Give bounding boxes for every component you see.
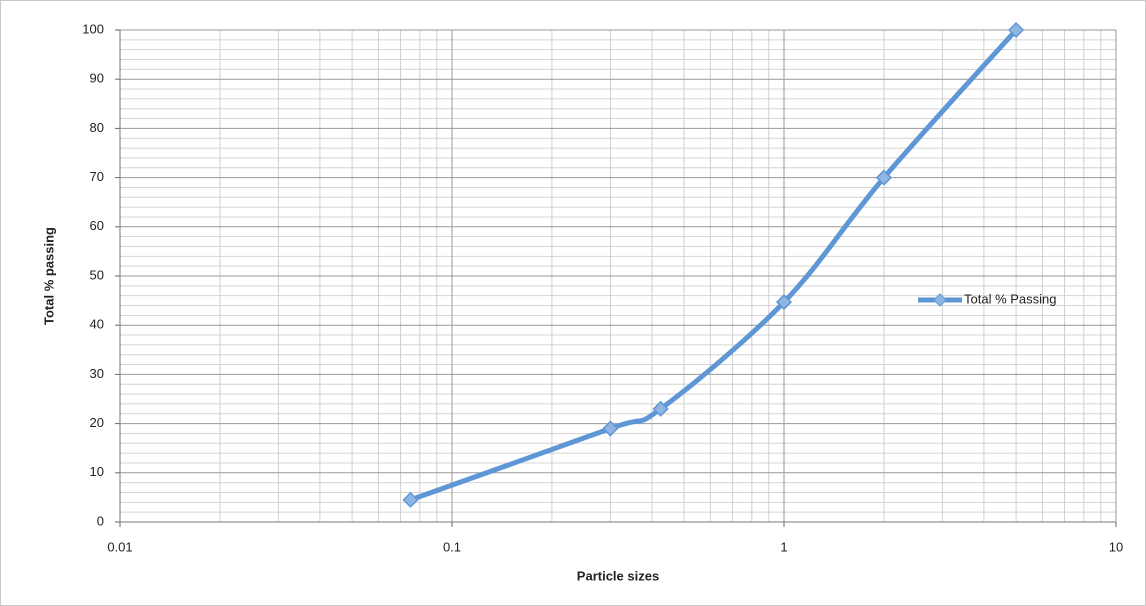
- data-point: [652, 400, 669, 417]
- y-tick-label: 30: [90, 366, 104, 381]
- x-tick-label: 0.01: [107, 539, 132, 554]
- series-line: [409, 28, 1018, 503]
- y-tick-label: 100: [82, 21, 104, 36]
- legend-marker: [933, 293, 947, 307]
- y-tick-label: 80: [90, 120, 104, 135]
- x-tick-label: 0.1: [443, 539, 461, 554]
- x-tick-label: 10: [1109, 539, 1123, 554]
- y-axis-title: Total % passing: [41, 227, 56, 325]
- data-point: [402, 491, 419, 508]
- y-tick-label: 70: [90, 169, 104, 184]
- data-point: [775, 294, 793, 311]
- y-tick-label: 40: [90, 317, 104, 332]
- y-tick-label: 90: [90, 71, 104, 86]
- y-tick-label: 60: [90, 218, 104, 233]
- y-tick-label: 50: [90, 267, 104, 282]
- x-axis-title: Particle sizes: [577, 568, 659, 583]
- y-tick-label: 20: [90, 415, 104, 430]
- y-tick-label: 0: [97, 513, 104, 528]
- data-point: [875, 169, 893, 186]
- legend-label: Total % Passing: [964, 291, 1057, 306]
- data-point: [1007, 21, 1025, 39]
- x-tick-label: 1: [780, 539, 787, 554]
- y-tick-label: 10: [90, 464, 104, 479]
- data-point: [602, 420, 619, 437]
